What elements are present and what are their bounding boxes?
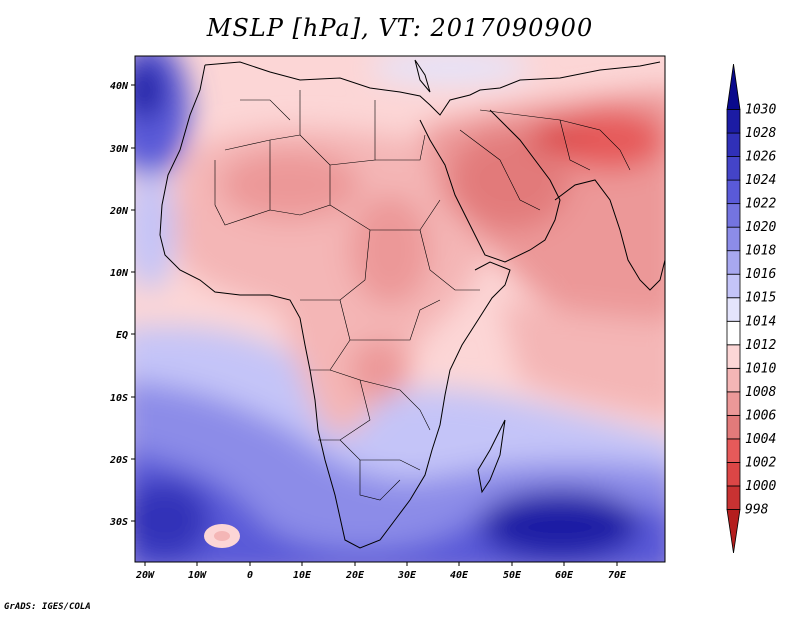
lon-label: 10E (293, 570, 312, 581)
map-title: MSLP [hPa], VT: 2017090900 (206, 14, 594, 42)
colorbar-label: 1012 (745, 338, 776, 353)
colorbar-label: 1022 (745, 197, 776, 212)
colorbar: 998 1000 1002 1004 1006 1008 1010 1012 1014 1015 1… (726, 63, 776, 554)
colorbar-label: 1026 (745, 150, 776, 165)
lon-label: 10W (188, 570, 207, 581)
lat-label: EQ (116, 330, 128, 341)
colorbar-swatch (726, 203, 741, 228)
colorbar-label: 1024 (745, 173, 776, 188)
lat-label: 20N (109, 206, 129, 217)
colorbar-swatch (726, 414, 741, 440)
pressure-field (135, 56, 665, 562)
colorbar-swatch (726, 320, 741, 346)
lat-label: 20S (109, 455, 128, 466)
colorbar-swatch (726, 250, 741, 275)
lat-label: 30S (109, 517, 128, 528)
colorbar-swatch (726, 485, 741, 510)
colorbar-label: 1004 (745, 432, 776, 447)
colorbar-label: 1006 (745, 408, 776, 423)
lat-label: 10S (110, 393, 128, 404)
colorbar-label: 1018 (745, 244, 776, 259)
colorbar-label: 998 (745, 502, 769, 517)
colorbar-label: 1015 (745, 291, 776, 306)
colorbar-swatch (726, 297, 741, 322)
lon-label: 60E (555, 570, 574, 581)
longitude-labels: 20W 10W 0 10E 20E 30E 40E 50E 60E 70E (135, 570, 627, 581)
colorbar-label: 1020 (745, 220, 776, 235)
colorbar-swatch (726, 344, 741, 369)
lat-label: 40N (110, 81, 129, 92)
colorbar-swatch (726, 391, 741, 416)
country-borders (214, 90, 631, 501)
colorbar-swatch (726, 63, 741, 110)
colorbar-swatch (726, 156, 741, 181)
colorbar-swatch (726, 132, 741, 157)
lon-label: 20E (345, 570, 365, 581)
colorbar-label: 1008 (745, 385, 776, 400)
colorbar-swatch (726, 226, 741, 252)
lat-label: 10N (110, 268, 129, 279)
lon-label: 0 (247, 570, 253, 581)
lat-label: 30N (109, 144, 129, 155)
colorbar-label: 1030 (745, 103, 776, 118)
colorbar-swatch (726, 438, 741, 463)
lon-label: 50E (503, 570, 522, 581)
colorbar-swatch (726, 462, 741, 487)
coastlines (159, 59, 665, 549)
colorbar-swatch (726, 273, 741, 299)
lon-label: 20W (135, 570, 155, 581)
colorbar-swatch (726, 367, 741, 393)
colorbar-label: 1028 (745, 126, 776, 141)
colorbar-label: 1010 (745, 361, 776, 376)
colorbar-label: 1014 (745, 314, 776, 329)
colorbar-swatch (726, 509, 741, 554)
lon-label: 30E (397, 570, 417, 581)
colorbar-swatch (726, 179, 741, 205)
colorbar-label: 1002 (745, 455, 776, 470)
axis-ticks (131, 84, 618, 566)
colorbar-label: 1016 (745, 267, 776, 282)
credit-text: GrADS: IGES/COLA (4, 602, 91, 612)
colorbar-label: 1000 (745, 479, 776, 494)
colorbar-swatch (726, 109, 741, 134)
lon-label: 40E (450, 570, 469, 581)
lon-label: 70E (608, 570, 627, 581)
latitude-labels: 40N 30N 20N 10N EQ 10S 20S 30S (109, 81, 129, 528)
